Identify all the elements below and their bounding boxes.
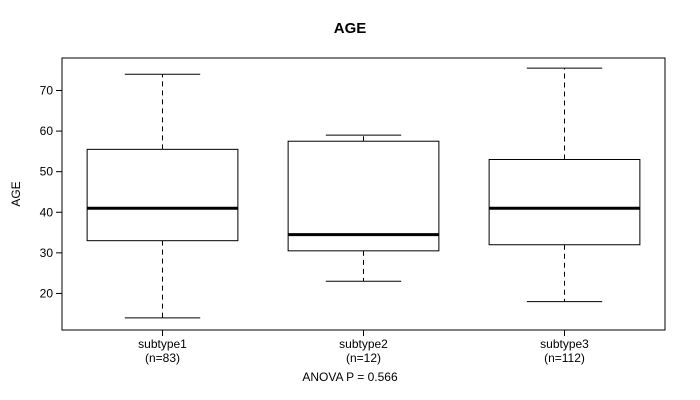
y-tick-label: 20 xyxy=(40,286,54,300)
y-tick-label: 50 xyxy=(40,165,54,179)
y-tick-label: 60 xyxy=(40,124,54,138)
category-label-subtype2: subtype2 xyxy=(339,337,388,351)
category-sublabel-subtype2: (n=12) xyxy=(346,351,381,365)
anova-caption: ANOVA P = 0.566 xyxy=(302,370,398,384)
category-sublabel-subtype3: (n=112) xyxy=(544,351,585,365)
category-label-subtype1: subtype1 xyxy=(138,337,187,351)
box-subtype1 xyxy=(86,148,239,242)
y-tick-label: 70 xyxy=(40,83,54,97)
y-tick-label: 40 xyxy=(40,205,54,219)
category-sublabel-subtype1: (n=83) xyxy=(145,351,180,365)
box-subtype3 xyxy=(488,158,641,246)
y-tick-label: 30 xyxy=(40,246,54,260)
box-subtype2 xyxy=(287,140,440,252)
category-label-subtype3: subtype3 xyxy=(540,337,589,351)
chart-title: AGE xyxy=(333,20,367,37)
